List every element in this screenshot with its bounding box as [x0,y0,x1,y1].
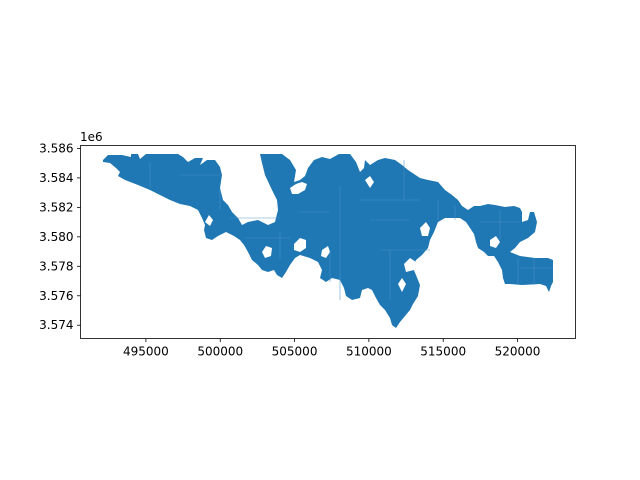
hole-island-2 [262,246,272,258]
hole-east-3 [490,236,500,248]
x-tick-label: 510000 [346,345,392,359]
x-tick-label: 520000 [495,345,541,359]
y-tick-label: 3.578 [39,259,73,273]
y-tick-label: 3.584 [39,171,73,185]
y-axis-ticks: 3.574 3.576 3.578 3.580 3.582 3.584 3.586 [39,141,81,332]
hole-east-1 [420,222,430,236]
x-tick-label: 505000 [272,345,318,359]
x-tick-label: 515000 [420,345,466,359]
x-tick-label: 500000 [197,345,243,359]
map-region [103,154,553,328]
hole-island-3 [300,262,310,274]
hole-west-small [205,215,213,226]
hole-south-1 [321,246,330,258]
y-tick-label: 3.582 [39,200,73,214]
y-tick-label: 3.576 [39,289,73,303]
y-tick-label: 3.580 [39,230,73,244]
x-tick-label: 495000 [123,345,169,359]
hole-north-2 [365,176,374,188]
y-tick-label: 3.586 [39,141,73,155]
hole-island-1 [294,238,306,252]
hole-east-4 [404,258,416,272]
axes-frame [80,145,576,339]
main-polygon [103,154,553,328]
y-tick-label: 3.574 [39,318,73,332]
hole-north-lobe [290,182,307,194]
x-axis-ticks: 495000 500000 505000 510000 515000 520000 [123,338,541,359]
hole-east-5 [398,278,406,292]
hole-east-2 [462,196,470,206]
y-axis-offset-label: 1e6 [80,130,103,144]
internal-boundaries [149,160,553,300]
